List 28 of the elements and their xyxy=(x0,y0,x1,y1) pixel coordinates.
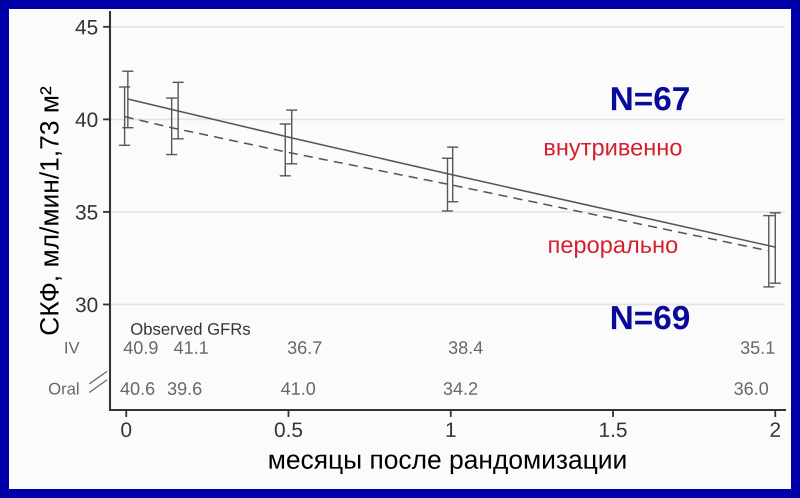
text: IV xyxy=(65,342,80,354)
text: Oral xyxy=(48,382,79,395)
y-tick-label: 40 xyxy=(76,112,98,128)
annotation: внутривенно xyxy=(544,142,682,160)
y-tick-label: 30 xyxy=(76,297,98,312)
annotation: 35.1 xyxy=(740,341,774,354)
annotation: 41.1 xyxy=(174,341,208,354)
x-tick-label: 0 xyxy=(121,422,132,438)
y-tick-label: 35 xyxy=(76,204,98,220)
annotation: 40.9 xyxy=(124,341,158,354)
annotation: 40.6 xyxy=(120,382,154,395)
annotation: 41.0 xyxy=(281,382,316,395)
annotation: перорально xyxy=(549,240,678,258)
annotation: 36.0 xyxy=(734,382,768,395)
annotation: 34.2 xyxy=(444,382,478,395)
annotation: 38.4 xyxy=(448,341,483,354)
annotation: 36.7 xyxy=(288,341,322,354)
annotation: 39.6 xyxy=(168,382,202,395)
y-axis-title: СКФ, мл/мин/1,73 м² xyxy=(39,86,62,334)
x-tick-label: 0.5 xyxy=(274,422,302,438)
annotation: Observed GFRs xyxy=(131,322,250,335)
x-tick-label: 1 xyxy=(446,422,456,437)
annotation: N=67 xyxy=(612,86,689,110)
x-tick-label: 1.5 xyxy=(600,422,627,438)
x-tick-label: 2 xyxy=(770,422,780,437)
y-tick-label: 45 xyxy=(76,20,98,35)
x-axis-title: месяцы после рандомизации xyxy=(270,454,626,474)
annotation: N=69 xyxy=(612,306,690,330)
